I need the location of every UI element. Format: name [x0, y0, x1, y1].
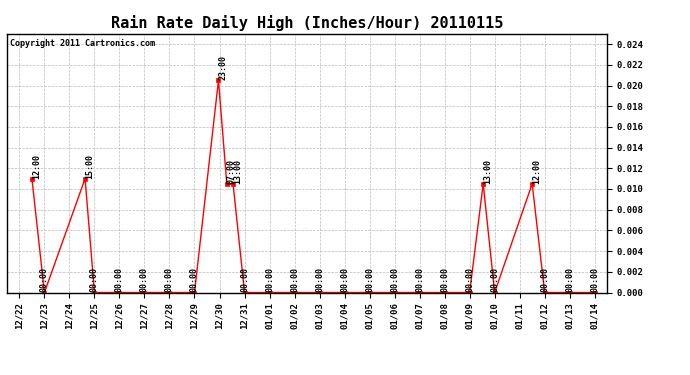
- Text: 00:00: 00:00: [590, 267, 599, 292]
- Text: 00:00: 00:00: [540, 267, 549, 292]
- Text: 00:00: 00:00: [40, 267, 49, 292]
- Text: 00:00: 00:00: [240, 267, 249, 292]
- Text: 00:00: 00:00: [415, 267, 424, 292]
- Text: Copyright 2011 Cartronics.com: Copyright 2011 Cartronics.com: [10, 39, 155, 48]
- Text: 00:00: 00:00: [315, 267, 324, 292]
- Text: 00:00: 00:00: [365, 267, 374, 292]
- Text: 23:00: 23:00: [219, 56, 228, 80]
- Text: 00:00: 00:00: [290, 267, 299, 292]
- Text: 13:00: 13:00: [233, 159, 242, 184]
- Text: 12:00: 12:00: [32, 154, 41, 178]
- Text: 00:00: 00:00: [390, 267, 399, 292]
- Text: 15:00: 15:00: [85, 154, 94, 178]
- Text: 00:00: 00:00: [190, 267, 199, 292]
- Text: 00:00: 00:00: [565, 267, 574, 292]
- Text: 00:00: 00:00: [440, 267, 449, 292]
- Text: 00:00: 00:00: [115, 267, 124, 292]
- Text: 00:00: 00:00: [265, 267, 274, 292]
- Text: 00:00: 00:00: [140, 267, 149, 292]
- Text: 00:00: 00:00: [90, 267, 99, 292]
- Text: 07:00: 07:00: [227, 159, 236, 184]
- Text: 13:00: 13:00: [483, 159, 492, 184]
- Text: 00:00: 00:00: [340, 267, 349, 292]
- Text: 00:00: 00:00: [490, 267, 499, 292]
- Text: 12:00: 12:00: [532, 159, 541, 184]
- Title: Rain Rate Daily High (Inches/Hour) 20110115: Rain Rate Daily High (Inches/Hour) 20110…: [111, 15, 503, 31]
- Text: 00:00: 00:00: [465, 267, 474, 292]
- Text: 00:00: 00:00: [165, 267, 174, 292]
